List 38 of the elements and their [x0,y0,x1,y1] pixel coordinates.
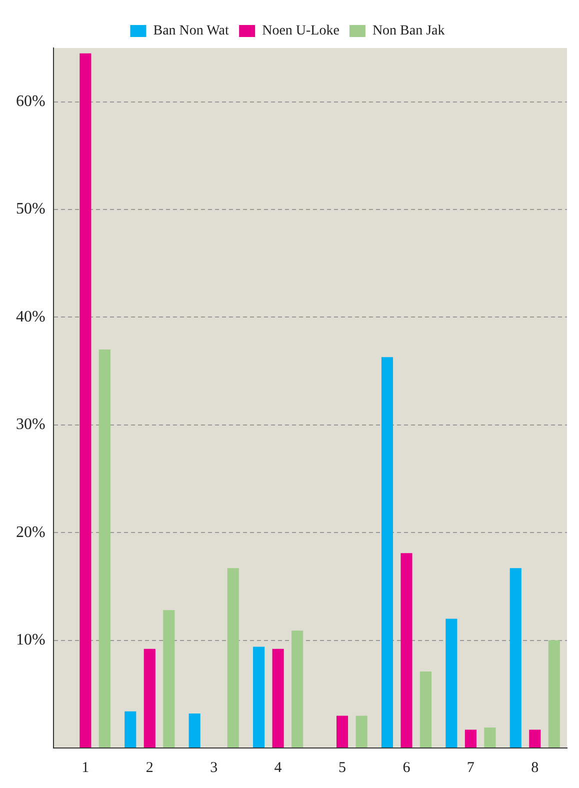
bar [484,728,496,748]
x-tick-label: 1 [82,760,90,776]
bar [80,53,92,748]
bar [400,553,412,748]
bar [446,618,458,748]
bar [381,357,393,748]
y-tick-label: 60% [16,93,46,110]
bar [227,568,239,748]
y-tick-label: 40% [16,308,46,326]
bar [292,630,304,748]
x-tick-label: 8 [531,760,539,776]
y-tick-label: 20% [16,524,46,541]
y-tick-label: 50% [16,200,46,218]
bar [336,716,348,748]
bar [188,714,200,748]
y-tick-label: 10% [16,632,46,649]
bar [420,672,432,748]
x-tick-label: 6 [402,760,411,776]
bar [163,610,175,748]
bar [124,711,136,748]
x-tick-label: 5 [338,760,346,776]
legend-label: Non Ban Jak [372,24,445,39]
bar [548,640,560,748]
bar [464,730,476,748]
x-tick-label: 7 [466,760,475,776]
legend-label: Ban Non Wat [153,24,229,39]
bar [144,648,156,748]
x-tick-label: 4 [274,760,282,776]
x-tick-label: 3 [210,760,218,776]
bar [98,350,110,748]
y-tick-label: 30% [16,416,46,434]
bar [510,568,522,748]
bar [356,716,368,748]
bar [253,646,265,748]
x-tick-label: 2 [146,760,154,776]
bar [529,730,541,748]
legend-label: Noen U-Loke [262,24,340,39]
bar [272,648,284,748]
